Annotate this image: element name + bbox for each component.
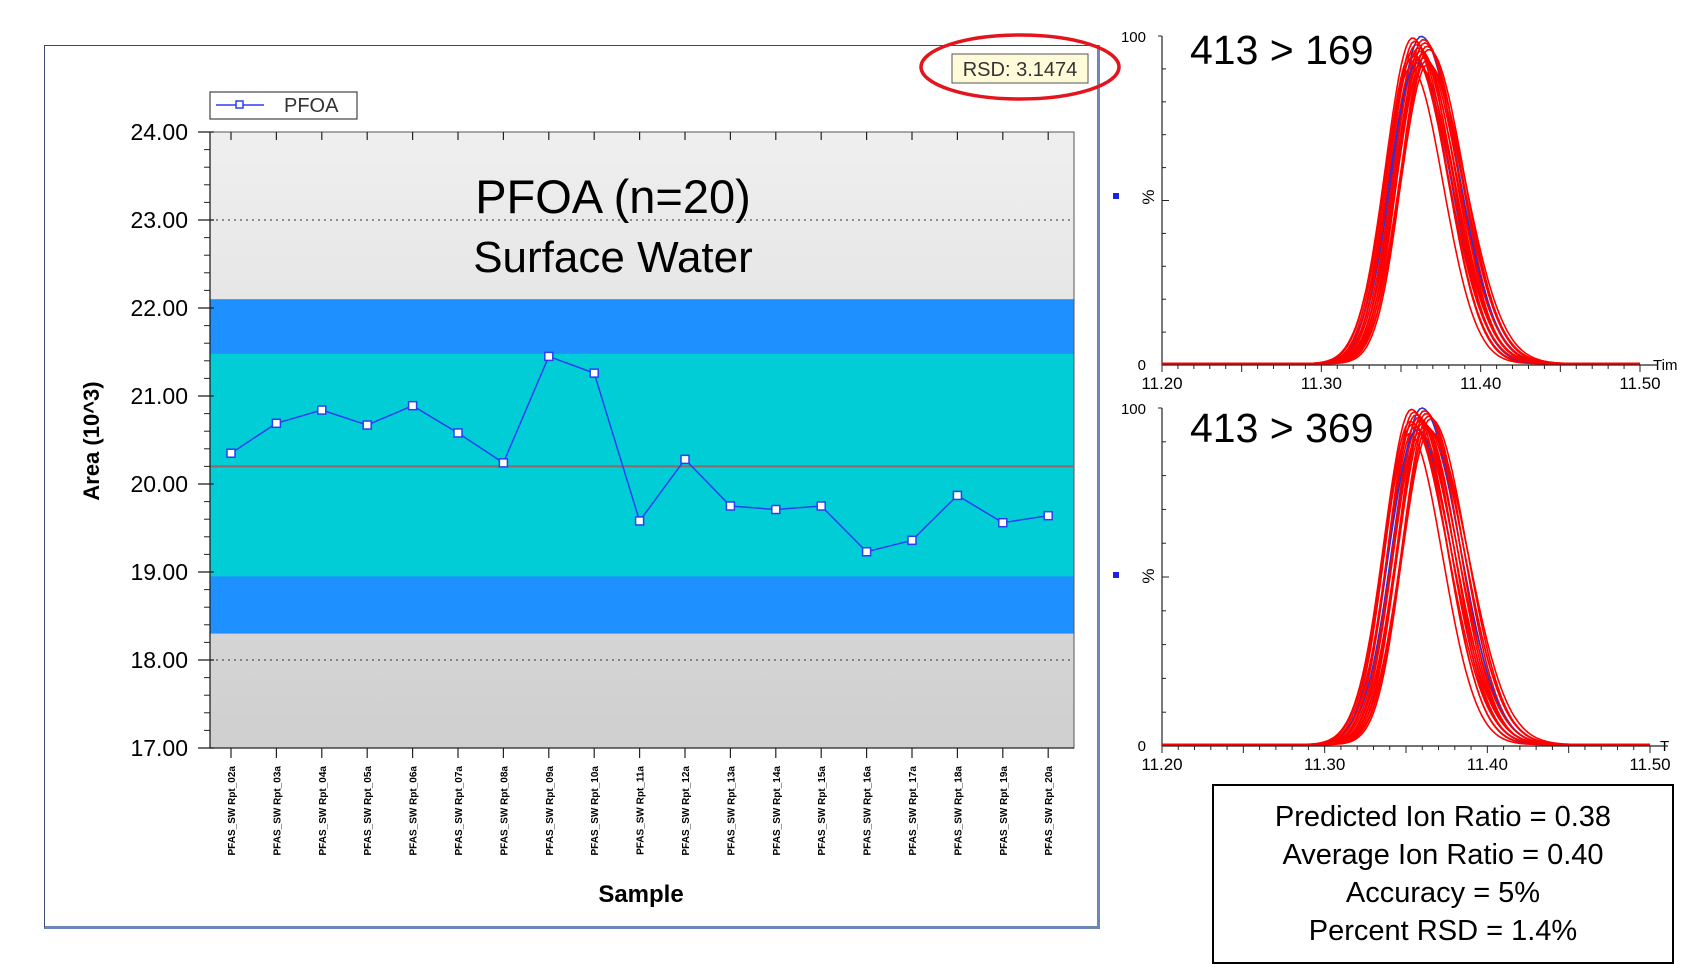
chrom-x-tick-label: 11.30 [1301,374,1342,393]
x-axis: PFAS_SW Rpt_02a PFAS_SW Rpt_03a PFAS_SW Rp… [210,132,1074,855]
control-band-1 [210,353,1074,577]
x-axis-time-top: Tim [1653,357,1677,374]
link-marker-top [1113,193,1119,199]
y-tick-label: 20.00 [130,471,188,497]
gridlines [210,219,1074,661]
x-tick-label: PFAS_SW Rpt_07a [454,766,465,856]
legend-label-pfoa: PFOA [284,95,339,117]
data-point [725,501,736,511]
x-tick-label: PFAS_SW Rpt_16a [863,766,874,856]
data-point [998,517,1008,528]
x-tick-label: PFAS_SW Rpt_10a [590,766,601,856]
chrom-x-tick-label: 11.50 [1629,755,1670,774]
x-tick-label: PFAS_SW Rpt_17a [908,766,919,856]
x-tick-label: PFAS_SW Rpt_19a [999,766,1010,856]
rsd-value: RSD: 3.1474 [963,59,1078,81]
y-tick-label: 21.00 [130,383,188,409]
data-point [952,490,963,501]
chrom-trace [1162,43,1640,365]
transition-label-bottom: 413 > 369 [1190,405,1374,451]
y-tick-100-top: 100 [1121,29,1146,46]
y-tick-label: 18.00 [130,647,188,673]
data-point [226,448,236,458]
data-point [589,368,599,378]
x-tick-label: PFAS_SW Rpt_13a [726,766,737,856]
data-point [634,516,645,526]
data-point [680,454,690,465]
ion-ratio-summary-box: Predicted Ion Ratio = 0.38 Average Ion R… [1212,784,1674,964]
x-tick-label: PFAS_SW Rpt_03a [272,766,283,856]
average-ion-ratio: Average Ion Ratio = 0.40 [1282,839,1604,871]
data-point [771,504,781,515]
x-tick-label: PFAS_SW Rpt_06a [409,766,420,856]
x-tick-label: PFAS_SW Rpt_05a [363,766,374,856]
data-point [816,501,826,511]
data-point [1043,510,1053,521]
y-tick-label: 17.00 [130,735,188,761]
chrom-trace [1162,61,1640,365]
rsd-annotation: RSD: 3.1474 [919,33,1121,101]
chart-title-line1: PFOA (n=20) [475,170,751,223]
data-point [498,458,509,468]
link-marker-bottom [1113,572,1119,578]
chrom-x-tick-label: 11.20 [1141,374,1182,393]
data-point [861,547,872,557]
y-axis: 17.00 18.00 19.00 20.00 21.00 22.00 23.00 24.00 [130,119,214,761]
x-tick-label: PFAS_SW Rpt_18a [953,766,964,856]
x-tick-label: PFAS_SW Rpt_14a [772,766,783,856]
y-tick-label: 19.00 [130,559,188,585]
chrom-trace [1162,55,1640,365]
y-tick-0-bottom: 0 [1138,738,1146,755]
data-point [362,420,372,430]
data-point [407,400,418,411]
x-tick-label: PFAS_SW Rpt_15a [817,766,828,856]
data-point [907,535,917,546]
chrom-trace [1162,50,1640,365]
series-pfoa [226,351,1053,557]
x-axis-title: Sample [598,881,683,908]
y-axis-percent-top: % [1139,189,1158,204]
transition-label-top: 413 > 169 [1190,27,1374,73]
x-tick-label: PFAS_SW Rpt_12a [681,766,692,856]
chart-title-line2: Surface Water [473,233,753,282]
y-tick-100-bottom: 100 [1121,401,1146,418]
control-chart-frame [44,45,1100,929]
chrom-x-tick-label: 11.40 [1467,755,1508,774]
x-tick-label: PFAS_SW Rpt_20a [1044,766,1055,856]
predicted-ion-ratio: Predicted Ion Ratio = 0.38 [1274,801,1612,833]
accuracy: Accuracy = 5% [1345,877,1541,909]
chromatogram-413-169: 413 > 169 100 0 % Tim 11.20 11.30 11.40 11.… [1121,27,1677,393]
y-tick-label: 23.00 [130,207,188,233]
data-point [544,351,554,362]
x-tick-label: PFAS_SW Rpt_08a [499,766,510,856]
data-point [453,428,463,438]
y-tick-0-top: 0 [1138,357,1146,374]
chromatogram-413-369: 413 > 369 100 0 % T 11.20 11.30 11.40 11.50 [1121,401,1671,774]
x-tick-label: PFAS_SW Rpt_02a [227,766,238,856]
x-tick-label: PFAS_SW Rpt_09a [545,766,556,856]
percent-rsd: Percent RSD = 1.4% [1308,915,1578,947]
chrom-x-tick-label: 11.50 [1619,374,1660,393]
x-tick-label: PFAS_SW Rpt_11a [636,766,647,855]
data-point [271,418,282,429]
y-tick-label: 22.00 [130,295,188,321]
rsd-highlight-circle [919,33,1121,101]
y-tick-label: 24.00 [130,119,188,145]
data-point [317,405,327,415]
x-tick-label: PFAS_SW Rpt_04a [318,766,329,856]
y-axis-title: Area (10^3) [79,381,104,500]
chrom-trace [1162,423,1650,746]
legend-point-marker [235,100,244,109]
chrom-x-tick-label: 11.20 [1141,755,1182,774]
chrom-x-tick-label: 11.40 [1460,374,1501,393]
legend: PFOA [209,91,358,120]
y-axis-percent-bottom: % [1139,568,1158,583]
chrom-x-tick-label: 11.30 [1304,755,1345,774]
